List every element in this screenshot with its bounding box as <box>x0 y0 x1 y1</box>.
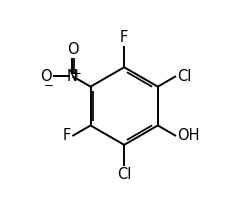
Text: N: N <box>67 69 78 84</box>
Text: +: + <box>71 67 81 80</box>
Text: OH: OH <box>177 129 200 143</box>
Text: F: F <box>120 30 128 45</box>
Text: Cl: Cl <box>177 69 192 84</box>
Text: Cl: Cl <box>117 167 131 182</box>
Text: O: O <box>40 69 52 84</box>
Text: −: − <box>44 79 54 92</box>
Text: O: O <box>67 42 79 57</box>
Text: F: F <box>63 129 71 143</box>
